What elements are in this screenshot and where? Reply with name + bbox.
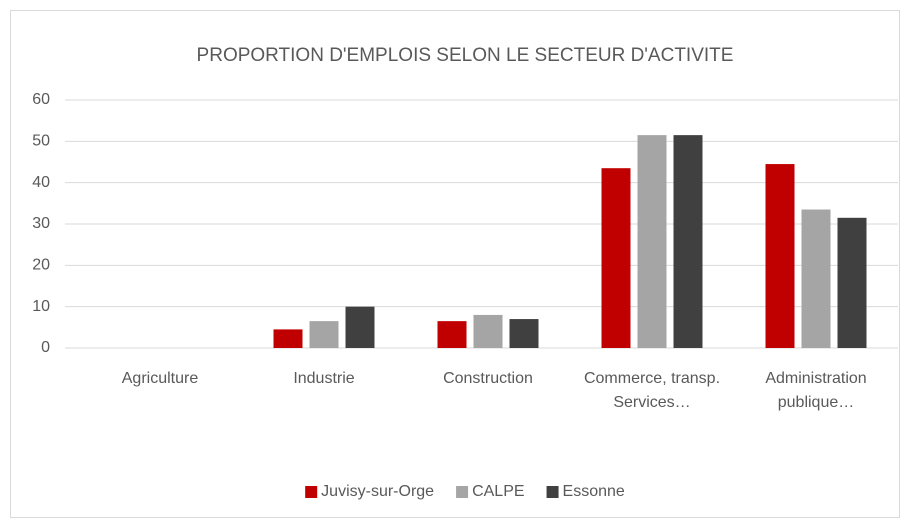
y-tick-label: 20 — [32, 257, 50, 274]
bar — [673, 135, 703, 348]
x-tick-label: Industrie — [293, 370, 355, 387]
chart-border — [10, 10, 900, 518]
legend-swatch — [546, 486, 559, 498]
legend-swatch — [456, 486, 469, 498]
x-tick-label: Administration publique… — [765, 370, 867, 411]
bar — [509, 319, 539, 348]
x-tick-label: Commerce, transp. Services… — [583, 370, 721, 411]
bar — [273, 329, 303, 348]
bar — [601, 168, 631, 348]
y-tick-label: 40 — [32, 174, 50, 191]
bar — [837, 217, 867, 348]
bar — [765, 164, 795, 348]
chart-title: PROPORTION D'EMPLOIS SELON LE SECTEUR D'… — [197, 45, 734, 66]
y-tick-label: 30 — [32, 215, 50, 232]
bar — [345, 306, 375, 348]
x-tick-label: Construction — [443, 370, 533, 387]
bar — [437, 321, 467, 348]
bar — [637, 135, 667, 348]
y-tick-label: 60 — [32, 91, 50, 108]
y-tick-label: 10 — [32, 298, 50, 315]
y-tick-label: 50 — [32, 133, 50, 150]
bar — [801, 209, 831, 348]
legend-label: CALPE — [472, 483, 524, 500]
y-tick-label: 0 — [41, 339, 50, 356]
bar — [309, 321, 339, 348]
x-tick-label: Agriculture — [121, 370, 199, 387]
legend-swatch — [305, 486, 318, 498]
legend-label: Juvisy-sur-Orge — [321, 483, 434, 500]
bar — [473, 314, 503, 348]
legend-label: Essonne — [563, 483, 625, 500]
